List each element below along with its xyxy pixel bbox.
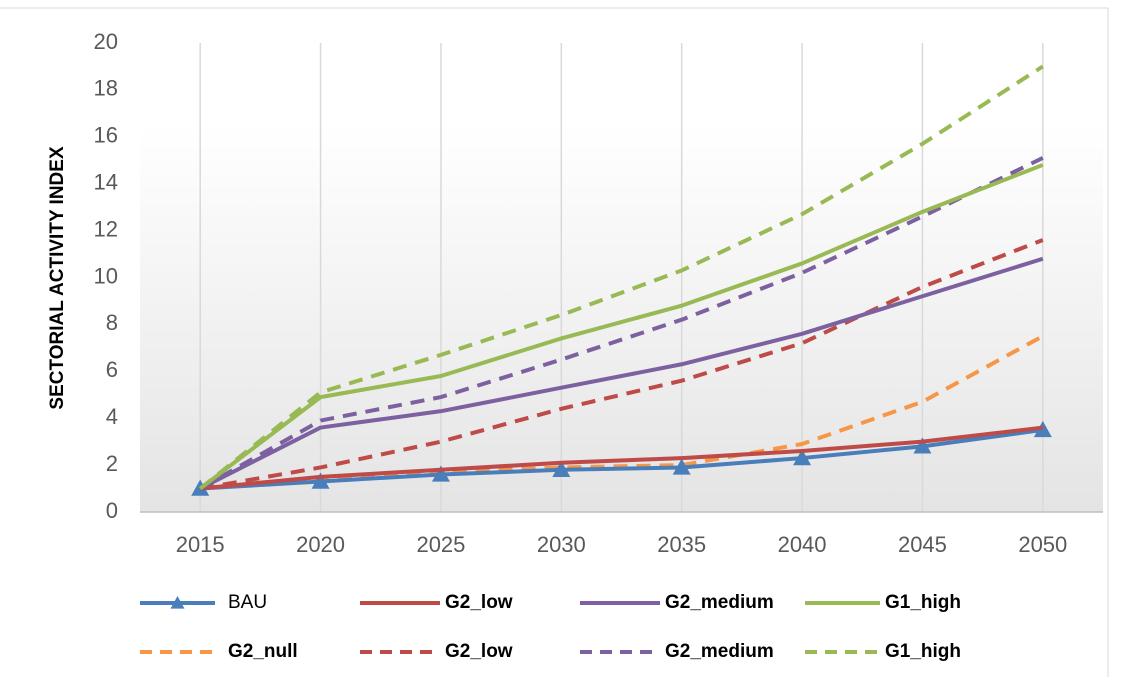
y-tick-label: 10 (94, 263, 118, 288)
x-tick-label: 2025 (416, 532, 465, 557)
data-marker (552, 460, 571, 477)
data-marker (672, 458, 691, 475)
legend-label: G2_medium (665, 641, 774, 662)
legend-label: G2_null (228, 641, 298, 662)
x-tick-label: 2045 (898, 532, 947, 557)
y-tick-label: 14 (94, 170, 118, 195)
series-line (199, 238, 1044, 491)
series-line (199, 256, 1044, 491)
frame (0, 7, 1109, 677)
y-tick-label: 2 (106, 451, 118, 476)
legend-label: G2_low (445, 592, 513, 613)
data-marker (311, 472, 330, 489)
series-line (200, 427, 1044, 491)
series-line (198, 163, 1044, 491)
y-tick-label: 12 (94, 216, 118, 241)
legend-label: G2_low (445, 641, 513, 662)
legend-marker (170, 596, 185, 609)
y-tick-label: 6 (106, 357, 118, 382)
x-tick-label: 2035 (657, 532, 706, 557)
plot-background (140, 125, 1103, 512)
legend-label: BAU (228, 592, 267, 613)
data-marker (793, 449, 812, 466)
legend-label: G1_high (885, 592, 961, 613)
series-line (200, 334, 1044, 491)
y-tick-label: 20 (94, 29, 118, 54)
series-line (199, 156, 1044, 491)
x-tick-label: 2020 (296, 532, 345, 557)
legend-label: G1_high (885, 641, 961, 662)
x-tick-label: 2030 (537, 532, 586, 557)
y-tick-label: 4 (106, 404, 118, 429)
x-tick-label: 2015 (176, 532, 225, 557)
x-tick-label: 2040 (778, 532, 827, 557)
x-tick-label: 2050 (1018, 532, 1067, 557)
data-marker (913, 437, 932, 454)
data-marker (431, 465, 450, 482)
y-tick-label: 8 (106, 310, 118, 335)
series-line (199, 425, 1044, 491)
y-tick-label: 18 (94, 76, 118, 101)
y-axis-title: SECTORIAL ACTIVITY INDEX (47, 146, 68, 410)
series-line (198, 64, 1044, 491)
legend-label: G2_medium (665, 592, 774, 613)
y-tick-label: 0 (106, 498, 118, 523)
y-tick-label: 16 (94, 123, 118, 148)
